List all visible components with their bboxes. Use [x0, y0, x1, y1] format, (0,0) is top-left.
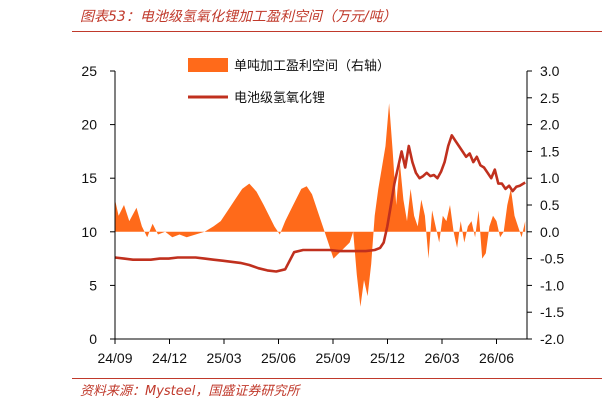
y-right-tick-label: -1.0: [540, 277, 564, 293]
figure-title: 图表53：电池级氢氧化锂加工盈利空间（万元/吨）: [80, 9, 397, 25]
y-right-tick-label: -2.0: [540, 331, 564, 347]
x-tick-label: 26/03: [424, 350, 459, 366]
y-left-tick-label: 20: [81, 117, 97, 133]
x-tick-label: 25/09: [315, 350, 350, 366]
source-note: 资料来源：Mysteel，国盛证券研究所: [80, 384, 300, 399]
x-tick-label: 25/03: [206, 350, 241, 366]
y-right-tick-label: 1.0: [540, 170, 560, 186]
source-rule: [72, 378, 602, 379]
legend: 单吨加工盈利空间（右轴） 电池级氢氧化锂: [188, 58, 390, 106]
y-right-tick-label: -1.5: [540, 304, 564, 320]
y-right-tick-label: 0.5: [540, 197, 560, 213]
y-right-tick-label: 1.5: [540, 143, 560, 159]
y-left-tick-label: 0: [89, 331, 97, 347]
y-right-tick-label: 2.0: [540, 117, 560, 133]
legend-label-line: 电池级氢氧化锂: [234, 91, 325, 106]
y-right-tick-label: 3.0: [540, 63, 560, 79]
x-tick-label: 25/06: [261, 350, 296, 366]
title-rule: [72, 31, 602, 32]
profit-area-group: [115, 103, 526, 307]
price-line-group: [114, 134, 526, 273]
y-left-tick-label: 10: [81, 224, 97, 240]
price-line: [114, 134, 526, 273]
y-left-tick-label: 15: [81, 170, 97, 186]
y-right-tick-label: 0.0: [540, 224, 560, 240]
x-tick-label: 25/12: [370, 350, 405, 366]
legend-label-area: 单吨加工盈利空间（右轴）: [234, 59, 390, 74]
legend-swatch-area: [188, 58, 228, 72]
x-tick-label: 24/12: [152, 350, 187, 366]
y-left-tick-label: 5: [89, 277, 97, 293]
y-right-tick-label: 2.5: [540, 90, 560, 106]
x-tick-label: 26/06: [479, 350, 514, 366]
axes-group: 0 5 10 15 20 25 -2.0 -1.5 -1.0 -0.5 0.0 0.5 1.0 1.5 2.…: [81, 63, 564, 366]
y-right-tick-label: -0.5: [540, 251, 564, 267]
profit-area: [115, 103, 526, 307]
y-left-tick-label: 25: [81, 63, 97, 79]
x-tick-label: 24/09: [97, 350, 132, 366]
